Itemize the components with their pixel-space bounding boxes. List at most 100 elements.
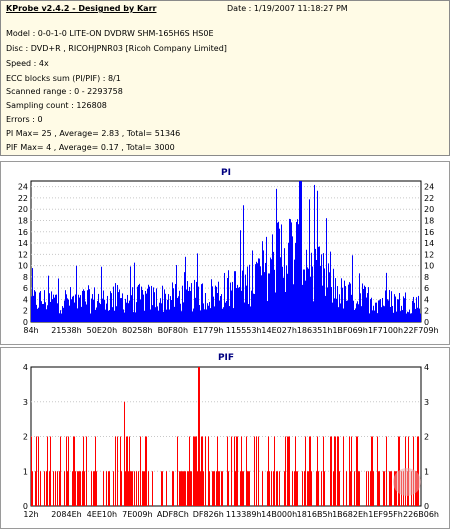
bar [241,436,242,506]
bar [130,266,131,322]
bar [166,471,167,506]
bar [36,304,37,322]
bar [200,310,201,322]
bar [73,436,74,506]
bar [359,471,360,506]
bar [161,471,162,506]
bar [183,471,184,506]
bar [297,219,298,322]
bar [121,298,122,322]
bar [263,250,264,322]
bar [231,436,232,506]
bar [95,436,96,506]
bar [82,471,83,506]
bar [113,471,114,506]
bar [57,303,58,322]
bar [324,268,325,322]
bar [382,297,383,322]
bar [88,285,89,322]
bar [295,436,296,506]
bar [401,305,402,322]
bar [372,310,373,322]
x-tick-label: 1F7100h [368,326,403,335]
y-tick-label-left: 18 [18,216,28,225]
y-tick-label-right: 14 [424,239,434,248]
bar [247,471,248,506]
bar [100,304,101,322]
bar [386,272,387,322]
bar [282,266,283,322]
bar [417,436,418,506]
bar [380,299,381,322]
bar [64,300,65,322]
bar [261,275,262,322]
bar [212,286,213,322]
bar [403,296,404,322]
bar [287,273,288,322]
bar [145,436,146,506]
x-tick-label: 226B06h [403,510,439,519]
bar [384,471,385,506]
bar [350,471,351,506]
bar [47,305,48,322]
bar [184,272,185,322]
bar [376,302,377,322]
bar [193,308,194,322]
y-tick-label-right: 24 [424,183,434,192]
app-title: KProbe v2.4.2 - Designed by Karr [6,4,157,13]
x-tick-label: 22F709h [403,326,438,335]
bar [304,471,305,506]
bar [273,251,274,322]
bar [189,436,190,506]
bar [167,299,168,322]
bar [417,307,418,322]
bar [138,471,139,506]
bar [72,471,73,506]
y-tick-label-right: 3 [424,398,429,407]
bar [388,300,389,322]
bar [297,471,298,506]
x-tick-label: ADF8Ch [157,510,189,519]
bar [300,181,301,322]
bar [213,471,214,506]
bar [111,293,112,322]
info-errors: Errors : 0 [6,115,43,124]
bar [319,246,320,322]
info-range: Scanned range : 0 - 2293758 [6,87,123,96]
bar [41,301,42,322]
bar [323,436,324,506]
x-tick-label: 2084Eh [51,510,81,519]
bar [330,436,331,506]
bar [67,298,68,322]
bar [182,471,183,506]
bar [215,285,216,322]
bar [360,293,361,322]
bar [58,278,59,322]
bar [107,295,108,322]
bar [34,290,35,322]
bar [196,281,197,322]
bar [198,286,199,322]
bar [284,471,285,506]
bar [124,312,125,322]
bar [265,262,266,322]
x-tick-label: 1BF069h [332,326,368,335]
bar [220,296,221,322]
bar [190,471,191,506]
bar [37,308,38,322]
bar [317,190,318,322]
bar [62,306,63,322]
bar [333,268,334,322]
bar [257,263,258,322]
bar [307,471,308,506]
bar [178,296,179,322]
bar [370,299,371,322]
bar [106,303,107,322]
bar [38,307,39,322]
bar [173,471,174,506]
bar [136,302,137,322]
bar [59,313,60,322]
bar [195,297,196,322]
y-tick-label-right: 18 [424,216,434,225]
bar [65,290,66,322]
